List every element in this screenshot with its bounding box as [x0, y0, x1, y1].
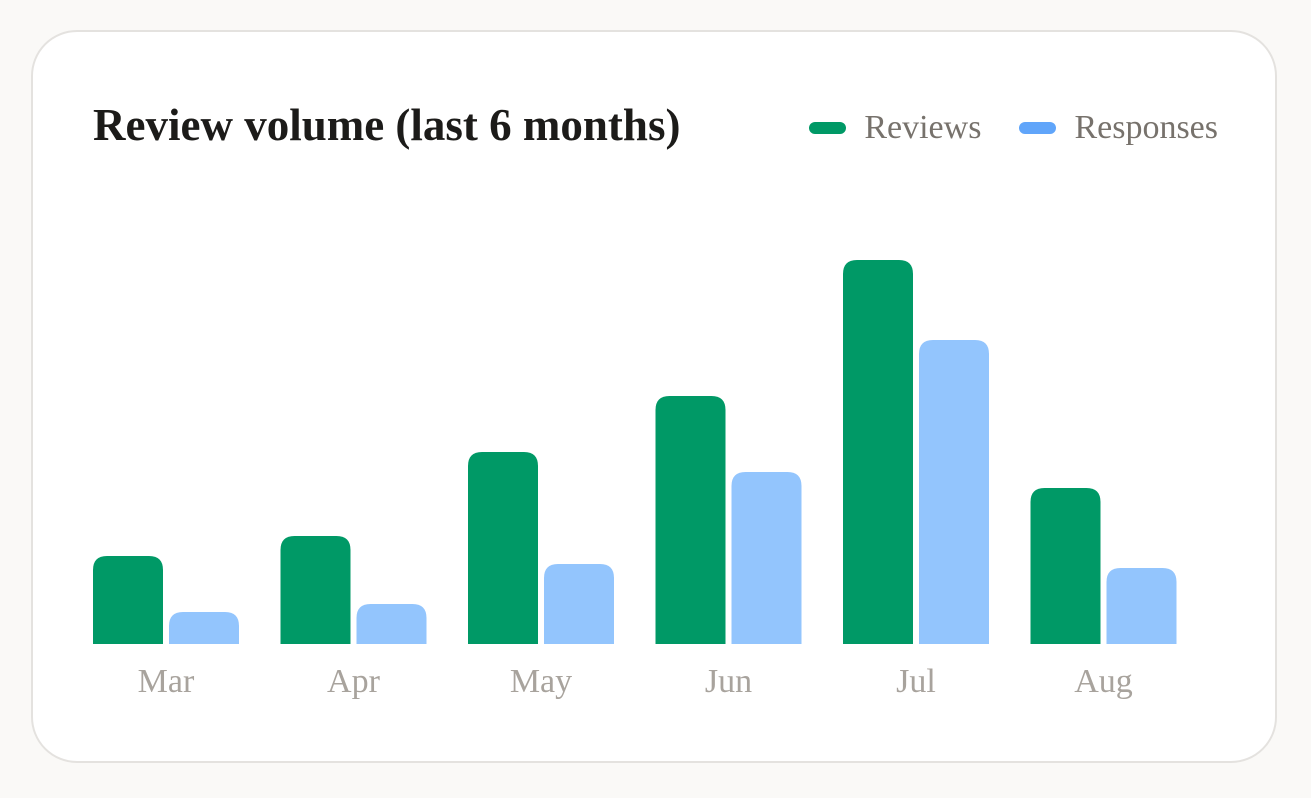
- x-tick-label-apr: Apr: [327, 663, 381, 700]
- bar-responses-may: [544, 564, 614, 644]
- legend-label-reviews: Reviews: [864, 109, 982, 146]
- bar-responses-apr: [356, 604, 427, 644]
- bar-responses-jul: [919, 340, 989, 644]
- legend: Reviews Responses: [809, 106, 1218, 150]
- x-tick-labels: Mar Apr May Jun Jul Aug: [138, 663, 1133, 700]
- x-tick-label-jul: Jul: [896, 663, 936, 700]
- bar-reviews-jul: [843, 260, 913, 644]
- bar-responses-mar: [169, 612, 239, 644]
- legend-item-reviews: Reviews: [809, 106, 981, 150]
- x-tick-label-jun: Jun: [705, 663, 752, 700]
- bar-reviews-apr: [280, 536, 351, 644]
- x-tick-label-may: May: [510, 663, 572, 700]
- legend-swatch-responses: [1019, 122, 1057, 134]
- legend-swatch-reviews: [809, 122, 847, 134]
- bar-reviews-mar: [93, 556, 163, 644]
- bar-responses-jun: [731, 472, 802, 644]
- legend-label-responses: Responses: [1074, 109, 1218, 146]
- bar-reviews-may: [468, 452, 538, 644]
- x-tick-label-mar: Mar: [138, 663, 195, 700]
- x-tick-label-aug: Aug: [1074, 663, 1133, 700]
- legend-item-responses: Responses: [1019, 106, 1218, 150]
- bar-responses-aug: [1106, 568, 1177, 644]
- bar-reviews-jun: [655, 396, 726, 644]
- chart-title: Review volume (last 6 months): [93, 100, 681, 150]
- bars-group: [93, 260, 1177, 644]
- bar-reviews-aug: [1030, 488, 1101, 644]
